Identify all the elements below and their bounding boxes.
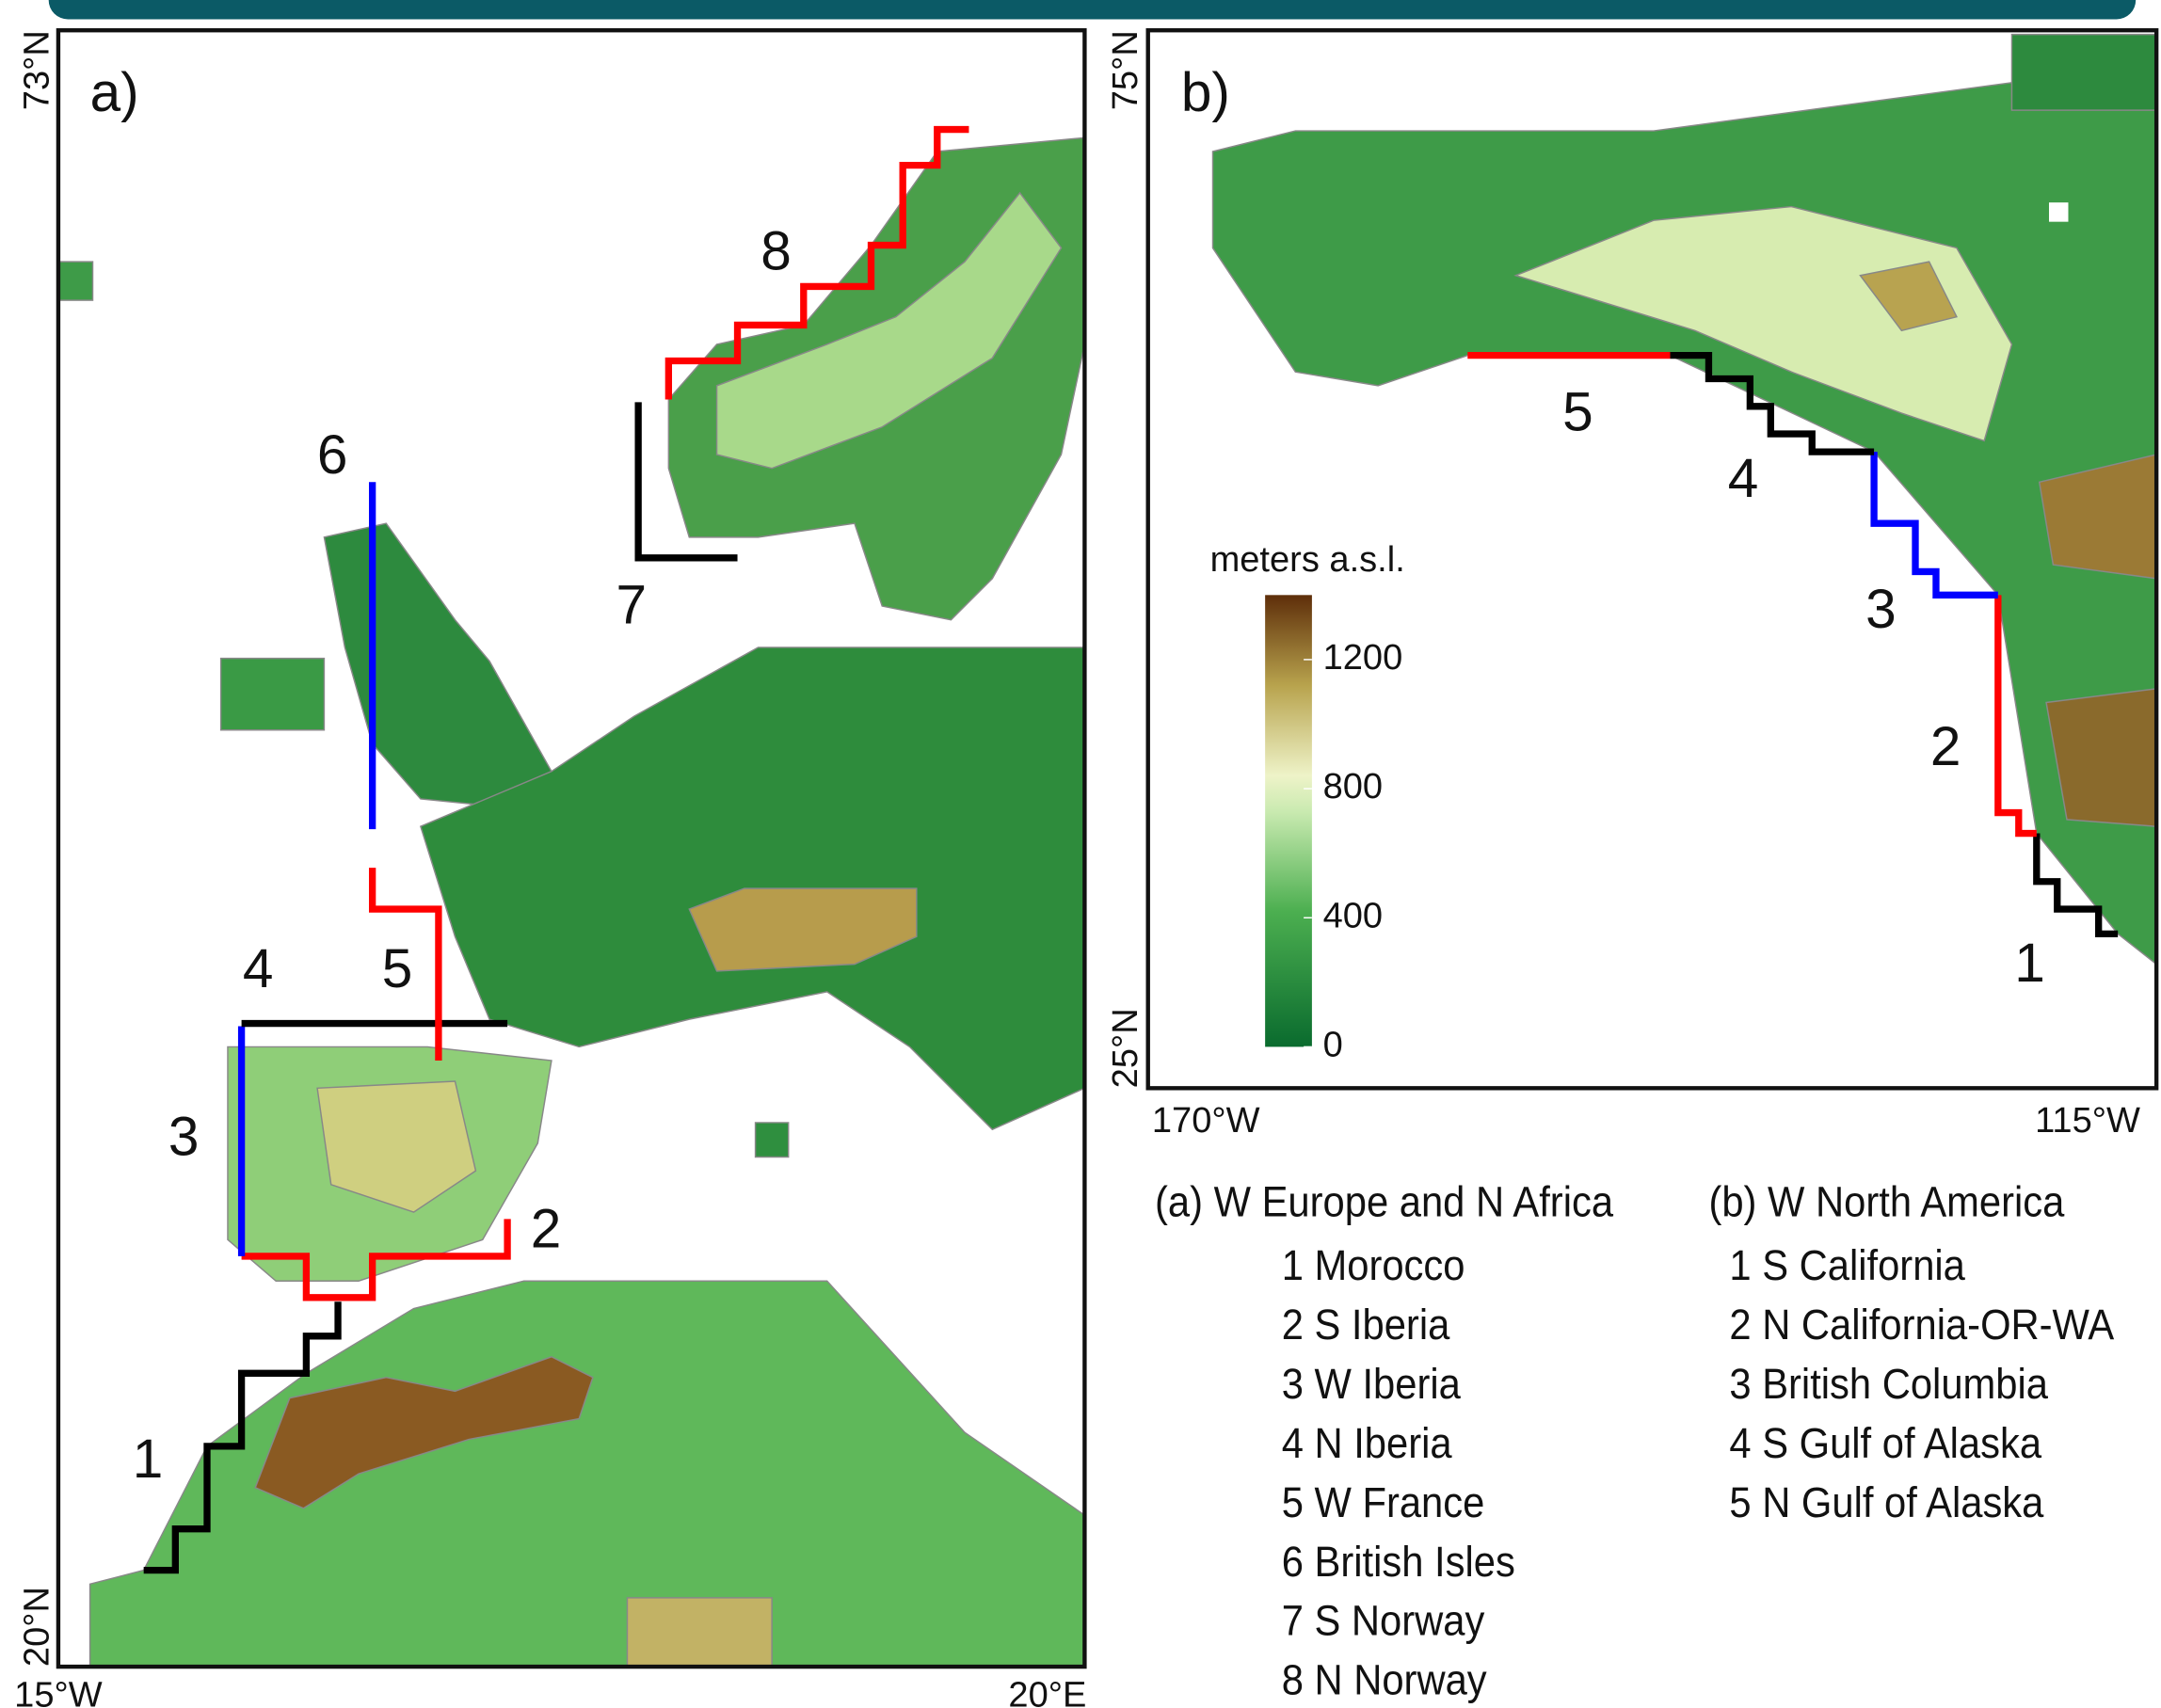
legend-title: (b) W North America xyxy=(1708,1179,2065,1226)
legend-item: 1 S California xyxy=(1729,1243,1965,1290)
region-label: 2 xyxy=(531,1198,562,1259)
legend-item: 4 S Gulf of Alaska xyxy=(1729,1420,2041,1467)
colorbar-tick-label: 800 xyxy=(1323,767,1383,806)
colorbar-title: meters a.s.l. xyxy=(1210,540,1405,580)
map-a-land xyxy=(58,30,1084,1667)
legend-item: 2 N California-OR-WA xyxy=(1729,1301,2114,1349)
legend-item: 6 British Isles xyxy=(1282,1539,1515,1586)
lat-label: 73°N xyxy=(17,30,56,110)
lon-label: 15°W xyxy=(14,1675,103,1708)
panel-label: b) xyxy=(1181,62,1230,123)
region-label: 6 xyxy=(317,424,348,486)
region-label: 5 xyxy=(382,938,413,999)
legend-item: 1 Morocco xyxy=(1282,1243,1465,1290)
region-label: 1 xyxy=(2014,933,2045,994)
legend-item: 2 S Iberia xyxy=(1282,1301,1450,1349)
region-label: 3 xyxy=(1865,579,1897,640)
region-label: 4 xyxy=(243,938,274,999)
legend-item: 3 British Columbia xyxy=(1729,1361,2048,1408)
legend-title: (a) W Europe and N Africa xyxy=(1155,1179,1614,1226)
legend-item: 3 W Iberia xyxy=(1282,1361,1462,1408)
region-label: 2 xyxy=(1930,716,1961,777)
colorbar-tick-label: 0 xyxy=(1323,1025,1343,1064)
legend-item: 8 N Norway xyxy=(1282,1657,1487,1704)
lon-label: 170°W xyxy=(1152,1101,1260,1141)
lon-label: 20°E xyxy=(1008,1675,1086,1708)
region-label: 3 xyxy=(168,1106,200,1167)
map-b-land xyxy=(1213,35,2157,965)
legend-item: 7 S Norway xyxy=(1282,1598,1485,1645)
region-label: 4 xyxy=(1728,448,1759,509)
colorbar-tick-label: 1200 xyxy=(1323,638,1403,678)
lat-label: 25°N xyxy=(1106,1008,1145,1088)
lat-label: 75°N xyxy=(1106,30,1145,110)
legend-item: 5 W France xyxy=(1282,1479,1485,1526)
banner xyxy=(49,0,2137,19)
figure: a)b)73°N20°N15°W20°E75°N25°N170°W115°W12… xyxy=(0,0,2161,1708)
legend-item: 5 N Gulf of Alaska xyxy=(1729,1479,2044,1526)
lat-label: 20°N xyxy=(17,1587,56,1667)
region-label: 7 xyxy=(616,574,648,635)
legend-item: 4 N Iberia xyxy=(1282,1420,1453,1467)
panel-label: a) xyxy=(90,62,139,123)
region-label: 1 xyxy=(133,1429,164,1490)
colorbar xyxy=(1265,595,1312,1046)
region-label: 5 xyxy=(1562,382,1593,443)
colorbar-tick-label: 400 xyxy=(1323,896,1383,935)
lon-label: 115°W xyxy=(2035,1101,2140,1141)
region-label: 8 xyxy=(760,220,792,281)
